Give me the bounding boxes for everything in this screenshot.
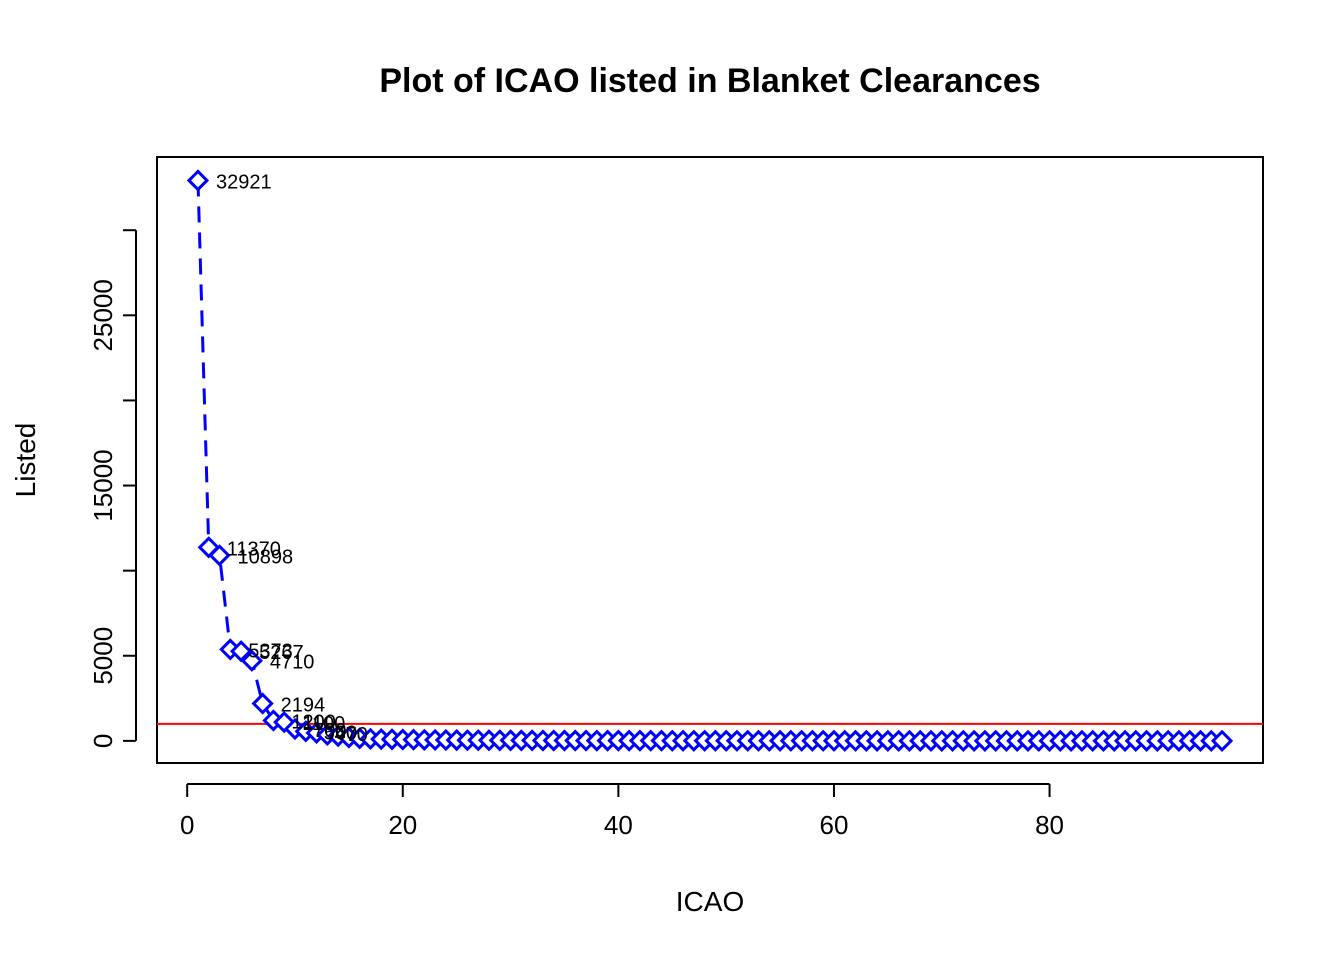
data-label: 560 [324, 722, 357, 744]
y-tick-label: 5000 [88, 627, 118, 685]
data-label: 10898 [238, 546, 294, 568]
chart-title: Plot of ICAO listed in Blanket Clearance… [379, 62, 1040, 100]
y-tick-label: 0 [88, 734, 118, 748]
data-label: 1100 [302, 713, 345, 735]
x-tick-label: 80 [1035, 810, 1064, 840]
series-layer [186, 169, 1234, 752]
data-point [208, 544, 231, 567]
data-point [1210, 729, 1234, 752]
data-point [186, 169, 210, 192]
data-label: 5267 [259, 642, 304, 664]
x-tick-label: 60 [820, 810, 849, 840]
y-axis: 0 5000 15000 25000 [88, 229, 137, 748]
data-label: 5373 [248, 640, 292, 662]
x-axis-label: ICAO [676, 886, 744, 917]
data-label: 11370 [227, 538, 281, 560]
data-point [240, 649, 263, 672]
data-label: 4710 [270, 652, 315, 674]
data-label: 700 [313, 720, 346, 742]
data-label: 1200 [291, 711, 336, 733]
plot-frame [156, 156, 1264, 764]
x-tick-label: 20 [388, 810, 417, 840]
data-point [251, 692, 274, 715]
data-point [229, 640, 253, 663]
data-label: 470 [335, 724, 368, 746]
x-axis: 0 20 40 60 80 [180, 783, 1064, 840]
data-label: 2194 [281, 695, 326, 717]
y-axis-label: Listed [10, 423, 41, 498]
data-label: 32921 [216, 171, 272, 193]
x-tick-label: 0 [180, 810, 194, 840]
y-tick-label: 15000 [88, 449, 118, 521]
series-line [196, 180, 1223, 743]
x-tick-label: 40 [604, 810, 633, 840]
y-tick-label: 25000 [88, 279, 118, 351]
